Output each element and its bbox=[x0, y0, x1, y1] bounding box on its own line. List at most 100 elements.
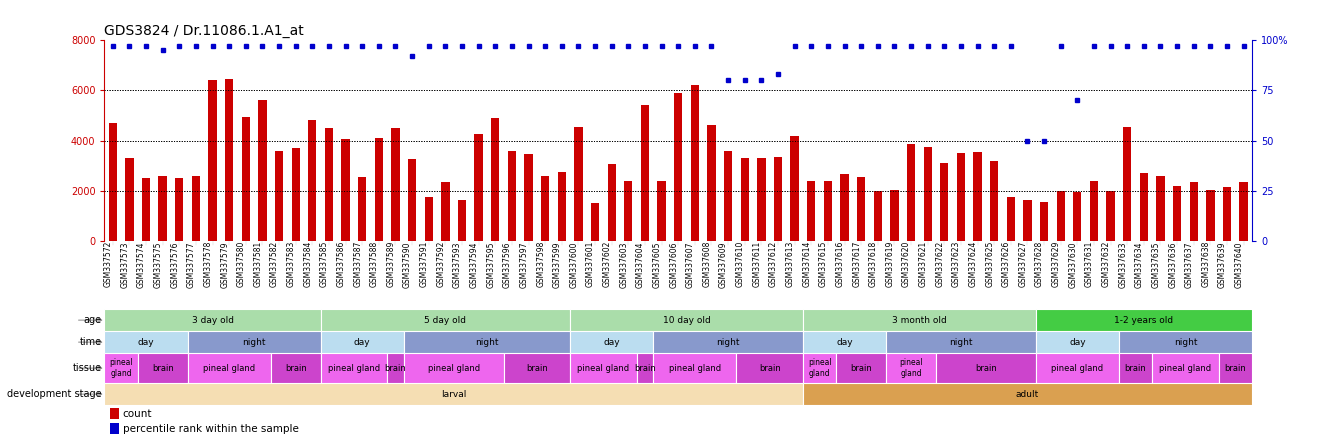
Text: GSM337595: GSM337595 bbox=[486, 241, 495, 288]
Text: GSM337632: GSM337632 bbox=[1102, 241, 1110, 288]
Text: age: age bbox=[83, 315, 102, 325]
Bar bbox=[740, 158, 749, 241]
Text: GSM337588: GSM337588 bbox=[370, 241, 379, 287]
Bar bbox=[404, 353, 503, 383]
Text: GSM337607: GSM337607 bbox=[686, 241, 695, 288]
Text: GSM337626: GSM337626 bbox=[1002, 241, 1011, 288]
Text: brain: brain bbox=[151, 364, 174, 373]
Bar bbox=[873, 191, 882, 241]
Text: percentile rank within the sample: percentile rank within the sample bbox=[123, 424, 299, 433]
Text: night: night bbox=[475, 337, 498, 347]
Text: GSM337582: GSM337582 bbox=[270, 241, 279, 287]
Text: GSM337635: GSM337635 bbox=[1152, 241, 1161, 288]
Bar bbox=[375, 138, 383, 241]
Bar bbox=[187, 353, 270, 383]
Bar bbox=[1157, 176, 1165, 241]
Text: day: day bbox=[836, 337, 853, 347]
Bar bbox=[841, 174, 849, 241]
Text: night: night bbox=[1174, 337, 1197, 347]
Bar bbox=[574, 127, 582, 241]
Text: GSM337621: GSM337621 bbox=[919, 241, 928, 287]
Bar bbox=[138, 353, 187, 383]
Text: brain: brain bbox=[384, 364, 406, 373]
Text: time: time bbox=[79, 337, 102, 347]
Bar bbox=[308, 120, 316, 241]
Bar bbox=[590, 203, 600, 241]
Bar bbox=[641, 105, 649, 241]
Bar bbox=[724, 151, 732, 241]
Text: GSM337590: GSM337590 bbox=[403, 241, 412, 288]
Bar bbox=[1036, 353, 1119, 383]
Text: GSM337578: GSM337578 bbox=[204, 241, 213, 288]
Text: GSM337614: GSM337614 bbox=[802, 241, 811, 288]
Bar bbox=[803, 353, 836, 383]
Text: GSM337572: GSM337572 bbox=[103, 241, 112, 288]
Bar bbox=[187, 331, 320, 353]
Bar bbox=[1090, 181, 1098, 241]
Bar bbox=[570, 309, 803, 331]
Text: GSM337613: GSM337613 bbox=[786, 241, 794, 288]
Bar bbox=[924, 147, 932, 241]
Bar bbox=[1152, 353, 1218, 383]
Text: GSM337637: GSM337637 bbox=[1185, 241, 1194, 288]
Text: day: day bbox=[604, 337, 620, 347]
Bar bbox=[110, 423, 119, 434]
Bar bbox=[890, 190, 898, 241]
Text: GSM337628: GSM337628 bbox=[1035, 241, 1044, 287]
Bar bbox=[1218, 353, 1252, 383]
Bar bbox=[1106, 191, 1115, 241]
Bar bbox=[1023, 200, 1031, 241]
Bar bbox=[940, 163, 948, 241]
Bar bbox=[823, 181, 832, 241]
Text: GSM337620: GSM337620 bbox=[902, 241, 911, 288]
Text: brain: brain bbox=[759, 364, 781, 373]
Bar bbox=[803, 331, 886, 353]
Text: pineal gland: pineal gland bbox=[1160, 364, 1212, 373]
Text: adult: adult bbox=[1016, 390, 1039, 399]
Text: GSM337580: GSM337580 bbox=[237, 241, 246, 288]
Text: brain: brain bbox=[635, 364, 656, 373]
Text: 3 day old: 3 day old bbox=[191, 316, 233, 325]
Bar bbox=[191, 176, 200, 241]
Text: development stage: development stage bbox=[7, 389, 102, 399]
Bar bbox=[990, 161, 999, 241]
Text: GSM337612: GSM337612 bbox=[769, 241, 778, 287]
Text: brain: brain bbox=[850, 364, 872, 373]
Bar bbox=[320, 331, 404, 353]
Text: GSM337599: GSM337599 bbox=[553, 241, 562, 288]
Text: GSM337629: GSM337629 bbox=[1051, 241, 1060, 288]
Text: GDS3824 / Dr.11086.1.A1_at: GDS3824 / Dr.11086.1.A1_at bbox=[104, 24, 304, 38]
Text: GSM337617: GSM337617 bbox=[852, 241, 861, 288]
Bar bbox=[1119, 353, 1152, 383]
Text: GSM337587: GSM337587 bbox=[353, 241, 363, 288]
Text: pineal
gland: pineal gland bbox=[807, 358, 832, 378]
Text: GSM337589: GSM337589 bbox=[387, 241, 395, 288]
Text: GSM337584: GSM337584 bbox=[304, 241, 312, 288]
Text: larval: larval bbox=[441, 390, 466, 399]
Text: brain: brain bbox=[526, 364, 548, 373]
Text: GSM337591: GSM337591 bbox=[419, 241, 428, 288]
Bar bbox=[636, 353, 653, 383]
Bar bbox=[657, 181, 665, 241]
Bar bbox=[1139, 173, 1148, 241]
Text: GSM337636: GSM337636 bbox=[1168, 241, 1177, 288]
Bar bbox=[158, 176, 167, 241]
Text: tissue: tissue bbox=[72, 363, 102, 373]
Text: pineal
gland: pineal gland bbox=[900, 358, 923, 378]
Bar bbox=[774, 157, 782, 241]
Text: GSM337634: GSM337634 bbox=[1135, 241, 1144, 288]
Text: GSM337602: GSM337602 bbox=[603, 241, 612, 288]
Text: GSM337615: GSM337615 bbox=[819, 241, 828, 288]
Text: GSM337583: GSM337583 bbox=[287, 241, 296, 288]
Text: GSM337573: GSM337573 bbox=[121, 241, 130, 288]
Bar bbox=[1223, 187, 1231, 241]
Text: GSM337603: GSM337603 bbox=[620, 241, 628, 288]
Text: day: day bbox=[138, 337, 154, 347]
Text: 10 day old: 10 day old bbox=[663, 316, 711, 325]
Text: night: night bbox=[949, 337, 972, 347]
Text: pineal gland: pineal gland bbox=[204, 364, 256, 373]
Text: GSM337609: GSM337609 bbox=[719, 241, 728, 288]
Bar bbox=[507, 151, 516, 241]
Bar bbox=[225, 79, 233, 241]
Bar bbox=[104, 331, 187, 353]
